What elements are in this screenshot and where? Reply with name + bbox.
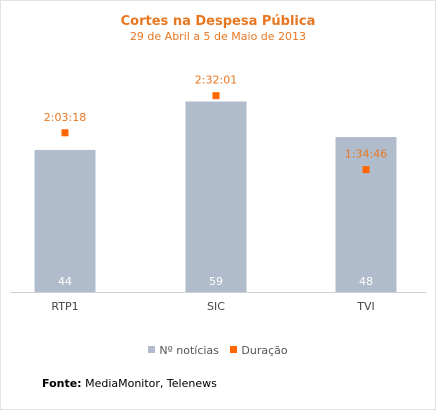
source-text: MediaMonitor, Telenews	[85, 377, 217, 390]
legend-item-duracao[interactable]: Duração	[230, 344, 288, 357]
bar-value-label-sic: 59	[209, 275, 223, 288]
duration-marker-tvi	[362, 166, 370, 174]
bar-sic	[185, 101, 247, 292]
duration-marker-rtp1	[61, 129, 69, 137]
duration-label-sic: 2:32:01	[195, 74, 237, 87]
source-note: Fonte: MediaMonitor, Telenews	[42, 377, 217, 390]
duration-marker-sic	[212, 92, 220, 100]
legend-swatch-noticias	[148, 346, 156, 353]
legend-label-noticias: Nº notícias	[159, 344, 219, 357]
duration-label-tvi: 1:34:46	[345, 148, 387, 161]
tick-label-sic: SIC	[207, 300, 225, 313]
chart-title: Cortes na Despesa Pública	[120, 14, 316, 29]
chart-legend: Nº notícias Duração	[0, 344, 436, 357]
legend-item-noticias[interactable]: Nº notícias	[148, 344, 219, 357]
tick-label-tvi: TVI	[356, 300, 375, 313]
source-label: Fonte:	[42, 377, 82, 390]
legend-label-duracao: Duração	[241, 344, 288, 357]
chart-subtitle: 29 de Abril a 5 de Maio de 2013	[129, 30, 307, 43]
duration-label-rtp1: 2:03:18	[44, 111, 86, 124]
tick-label-rtp1: RTP1	[51, 300, 78, 313]
bar-value-label-rtp1: 44	[58, 275, 72, 288]
bar-tvi	[335, 137, 397, 292]
bar-rtp1	[34, 149, 96, 292]
bar-value-label-tvi: 48	[359, 275, 373, 288]
legend-swatch-duracao	[230, 346, 238, 353]
